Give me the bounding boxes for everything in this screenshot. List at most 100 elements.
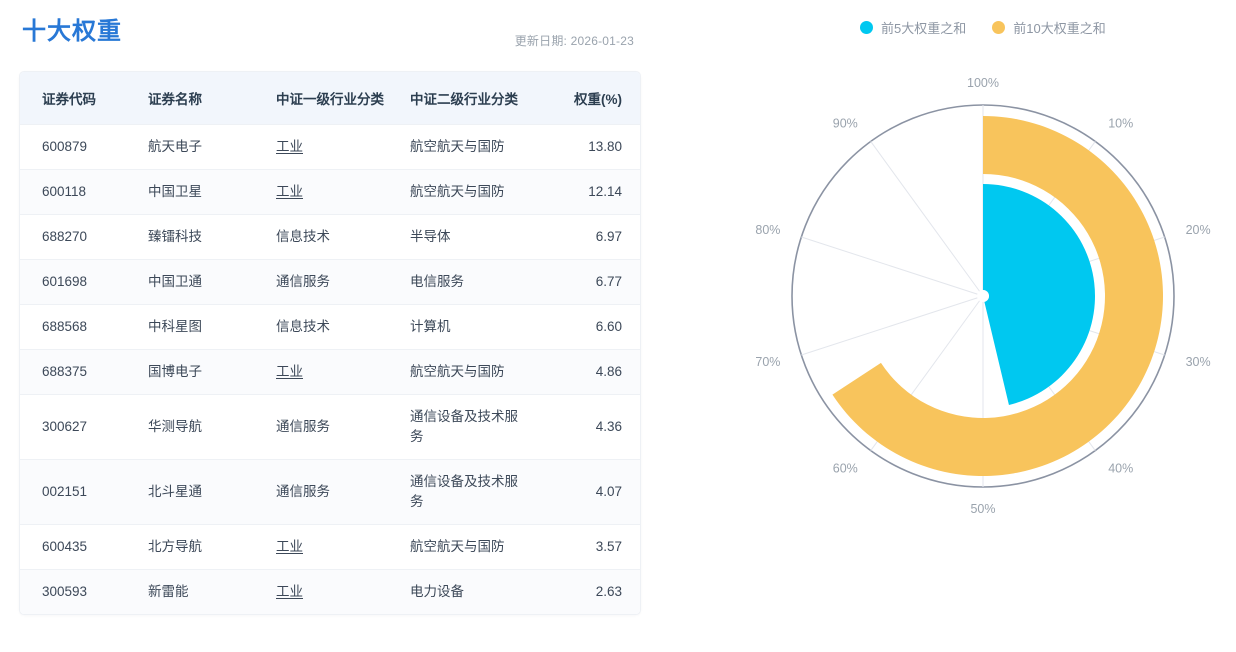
cell-industry-level1: 通信服务: [266, 259, 400, 305]
chart-panel: 前5大权重之和 前10大权重之和 10% 20% 30% 40% 50% 60% 70% 80…: [660, 0, 1236, 652]
cell-industry-level2: 电力设备: [400, 569, 530, 614]
legend-item-top10[interactable]: 前10大权重之和: [992, 18, 1106, 37]
industry-link[interactable]: 工业: [276, 139, 303, 154]
column-header-level2[interactable]: 中证二级行业分类: [400, 72, 530, 125]
column-header-code[interactable]: 证券代码: [20, 72, 138, 125]
table-row[interactable]: 600118 中国卫星 工业 航空航天与国防 12.14: [20, 169, 640, 215]
polar-tick-label: 30%: [1186, 355, 1211, 369]
polar-grid-spoke: [801, 236, 984, 297]
column-header-weight[interactable]: 权重(%): [530, 72, 640, 125]
polar-tick-label: 10%: [1108, 117, 1133, 131]
page-title: 十大权重: [22, 18, 122, 45]
cell-industry-level1: 信息技术: [266, 304, 400, 350]
cell-security-code: 688568: [20, 304, 138, 350]
table-body: 600879 航天电子 工业 航空航天与国防 13.80 600118 中国卫星 工业 航空航天…: [20, 124, 640, 614]
polar-tick-label: 70%: [755, 355, 780, 369]
cell-security-code: 300593: [20, 569, 138, 614]
polar-tick-label: 90%: [833, 117, 858, 131]
table-row[interactable]: 600435 北方导航 工业 航空航天与国防 3.57: [20, 524, 640, 570]
cell-weight: 6.97: [530, 214, 640, 260]
table-row[interactable]: 688568 中科星图 信息技术 计算机 6.60: [20, 304, 640, 350]
cell-weight: 6.77: [530, 259, 640, 305]
cell-industry-level1: 信息技术: [266, 214, 400, 260]
weights-panel: 十大权重 更新日期: 2026-01-23 证券代码 证券名称 中证一级行业分类…: [20, 18, 640, 614]
cell-industry-level1: 通信服务: [266, 459, 400, 525]
cell-security-code: 688375: [20, 349, 138, 395]
cell-security-code: 600118: [20, 169, 138, 215]
polar-tick-labels: 10% 20% 30% 40% 50% 60% 70% 80% 90% 100%: [755, 76, 1210, 516]
cell-weight: 13.80: [530, 124, 640, 170]
industry-link[interactable]: 工业: [276, 584, 303, 599]
cell-security-code: 601698: [20, 259, 138, 305]
weights-table: 证券代码 证券名称 中证一级行业分类 中证二级行业分类 权重(%) 600879…: [20, 72, 640, 614]
polar-tick-label: 40%: [1108, 461, 1133, 475]
legend-dot-icon-top5: [860, 21, 873, 34]
cell-industry-level2: 电信服务: [400, 259, 530, 305]
cell-industry-level2: 通信设备及技术服务: [400, 394, 530, 460]
cell-industry-level2: 计算机: [400, 304, 530, 350]
cell-industry-level2: 半导体: [400, 214, 530, 260]
table-row[interactable]: 300593 新雷能 工业 电力设备 2.63: [20, 569, 640, 614]
polar-arc-top10[interactable]: [832, 116, 1163, 477]
cell-weight: 12.14: [530, 169, 640, 215]
legend-label-top5: 前5大权重之和: [881, 21, 967, 36]
table-row[interactable]: 002151 北斗星通 通信服务 通信设备及技术服务 4.07: [20, 459, 640, 525]
chart-legend: 前5大权重之和 前10大权重之和: [860, 18, 1106, 37]
cell-security-code: 300627: [20, 394, 138, 460]
table-row[interactable]: 600879 航天电子 工业 航空航天与国防 13.80: [20, 124, 640, 170]
cell-security-name: 北斗星通: [138, 459, 266, 525]
polar-tick-label: 20%: [1186, 223, 1211, 237]
cell-security-name: 中国卫星: [138, 169, 266, 215]
cell-security-code: 688270: [20, 214, 138, 260]
cell-industry-level2: 航空航天与国防: [400, 349, 530, 395]
cell-industry-level1: 通信服务: [266, 394, 400, 460]
column-header-level1[interactable]: 中证一级行业分类: [266, 72, 400, 125]
industry-link[interactable]: 工业: [276, 539, 303, 554]
cell-industry-level1[interactable]: 工业: [266, 569, 400, 614]
cell-security-code: 600435: [20, 524, 138, 570]
cell-industry-level1[interactable]: 工业: [266, 524, 400, 570]
weights-table-container: 证券代码 证券名称 中证一级行业分类 中证二级行业分类 权重(%) 600879…: [20, 72, 640, 614]
cell-weight: 3.57: [530, 524, 640, 570]
table-row[interactable]: 688270 臻镭科技 信息技术 半导体 6.97: [20, 214, 640, 260]
industry-link[interactable]: 工业: [276, 184, 303, 199]
polar-tick-label: 80%: [755, 223, 780, 237]
polar-arc-top5[interactable]: [983, 184, 1096, 405]
cell-security-name: 国博电子: [138, 349, 266, 395]
legend-item-top5[interactable]: 前5大权重之和: [860, 18, 966, 37]
cell-industry-level2: 通信设备及技术服务: [400, 459, 530, 525]
polar-grid-spoke: [801, 295, 984, 356]
cell-industry-level1[interactable]: 工业: [266, 124, 400, 170]
polar-tick-label: 60%: [833, 461, 858, 475]
legend-label-top10: 前10大权重之和: [1013, 21, 1106, 36]
cell-weight: 2.63: [530, 569, 640, 614]
cell-security-name: 新雷能: [138, 569, 266, 614]
table-row[interactable]: 601698 中国卫通 通信服务 电信服务 6.77: [20, 259, 640, 305]
column-header-name[interactable]: 证券名称: [138, 72, 266, 125]
cell-security-code: 600879: [20, 124, 138, 170]
table-header: 证券代码 证券名称 中证一级行业分类 中证二级行业分类 权重(%): [20, 72, 640, 125]
cell-security-name: 中国卫通: [138, 259, 266, 305]
table-row[interactable]: 300627 华测导航 通信服务 通信设备及技术服务 4.36: [20, 394, 640, 460]
cell-industry-level1[interactable]: 工业: [266, 349, 400, 395]
cell-security-code: 002151: [20, 459, 138, 525]
polar-gauge-chart: 10% 20% 30% 40% 50% 60% 70% 80% 90% 100%: [755, 76, 1210, 516]
cell-security-name: 臻镭科技: [138, 214, 266, 260]
cell-security-name: 华测导航: [138, 394, 266, 460]
cell-industry-level2: 航空航天与国防: [400, 524, 530, 570]
polar-center-hub: [977, 290, 989, 302]
cell-security-name: 中科星图: [138, 304, 266, 350]
industry-link[interactable]: 工业: [276, 364, 303, 379]
table-row[interactable]: 688375 国博电子 工业 航空航天与国防 4.86: [20, 349, 640, 395]
cell-industry-level2: 航空航天与国防: [400, 124, 530, 170]
cell-weight: 4.86: [530, 349, 640, 395]
polar-grid-spoke: [870, 141, 984, 297]
update-date: 更新日期: 2026-01-23: [514, 34, 634, 48]
cell-security-name: 北方导航: [138, 524, 266, 570]
cell-weight: 6.60: [530, 304, 640, 350]
polar-tick-label: 50%: [970, 502, 995, 516]
cell-industry-level1[interactable]: 工业: [266, 169, 400, 215]
cell-security-name: 航天电子: [138, 124, 266, 170]
cell-weight: 4.07: [530, 459, 640, 525]
